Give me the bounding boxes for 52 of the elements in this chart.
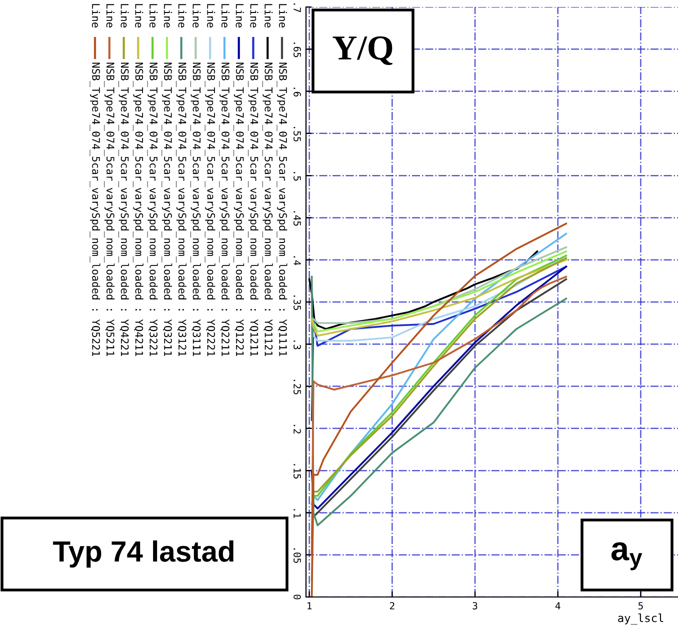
legend-label: NSB_Type74_074_5car_varySpd_nom_loaded : YQ3121 [176, 62, 187, 356]
legend-label: NSB_Type74_074_5car_varySpd_nom_loaded : YQ4221 [118, 62, 129, 356]
legend-label: NSB_Type74_074_5car_varySpd_nom_loaded : YQ5221 [90, 62, 100, 356]
text: Line [221, 4, 230, 28]
y-tick-label: .35 [294, 296, 301, 310]
text: Line [120, 4, 129, 28]
legend-label: NSB_Type74_074_5car_varySpd_nom_loaded : YQ4211 [132, 62, 144, 356]
text: Line [106, 4, 114, 28]
text: Line [207, 4, 216, 28]
y-tick-label: .2 [294, 424, 301, 434]
text: Typ 74 lastad [53, 540, 234, 568]
text: Line [236, 4, 244, 28]
legend-label: NSB_Type74_074_5car_varySpd_nom_loaded : YQ5211 [104, 62, 115, 356]
x-tick-label: 1 [308, 602, 312, 610]
x-tick-label: 4 [555, 602, 560, 610]
y-tick-label: .6 [294, 88, 301, 97]
text: Line [264, 4, 273, 28]
legend-title: Line [278, 4, 288, 28]
y-tick-label: 0 [294, 594, 301, 600]
legend-label: NSB_Type74_074_5car_varySpd_nom_loaded : YQ3111 [190, 62, 201, 356]
text: Line [164, 4, 172, 28]
y-tick-label: .4 [294, 256, 301, 266]
y-tick-label: .7 [294, 3, 301, 12]
x-tick-label: 5 [638, 602, 643, 610]
y-tick-label: .05 [294, 548, 301, 563]
y-tick-label: .15 [294, 464, 301, 479]
text: Line [92, 4, 100, 28]
legend-label: NSB_Type74_074_5car_varySpd_nom_loaded : YQ2211 [219, 62, 230, 356]
y-tick-label: .45 [294, 211, 301, 226]
y-tick-label: .3 [294, 340, 301, 350]
x-tick-label: 3 [472, 602, 478, 610]
legend-label: NSB_Type74_074_5car_varySpd_nom_loaded : YQ1221 [234, 62, 244, 356]
annotation: Y/Q [332, 36, 392, 65]
text: Line [192, 4, 201, 28]
x-tick-label: 2 [390, 602, 394, 610]
legend-label: NSB_Type74_074_5car_varySpd_nom_loaded : YQ3221 [147, 62, 158, 356]
legend-label: NSB_Type74_074_5car_varySpd_nom_loaded : YQ1121 [262, 62, 273, 356]
text: Line [250, 4, 258, 28]
legend-label: NSB_Type74_074_5car_varySpd_nom_loaded : YQ3211 [162, 62, 172, 356]
text: Line [135, 4, 144, 28]
y-tick-label: .5 [294, 172, 301, 181]
y-tick-label: .25 [294, 380, 301, 394]
y-tick-label: .65 [294, 42, 301, 58]
y-tick-label: .55 [294, 126, 301, 142]
y-tick-label: .1 [294, 509, 301, 518]
text: Line [149, 4, 158, 28]
legend-label: NSB_Type74_074_5car_varySpd_nom_loaded : YQ1211 [248, 62, 258, 356]
legend-label: NSB_Type74_074_5car_varySpd_nom_loaded : YQ1111 [276, 62, 288, 356]
x-axis-title: ay_lscl [618, 614, 664, 625]
annotation: a$_{y}$ [611, 542, 642, 570]
legend-label: NSB_Type74_074_5car_varySpd_nom_loaded : YQ2221 [204, 62, 216, 356]
text: Line [178, 4, 186, 28]
